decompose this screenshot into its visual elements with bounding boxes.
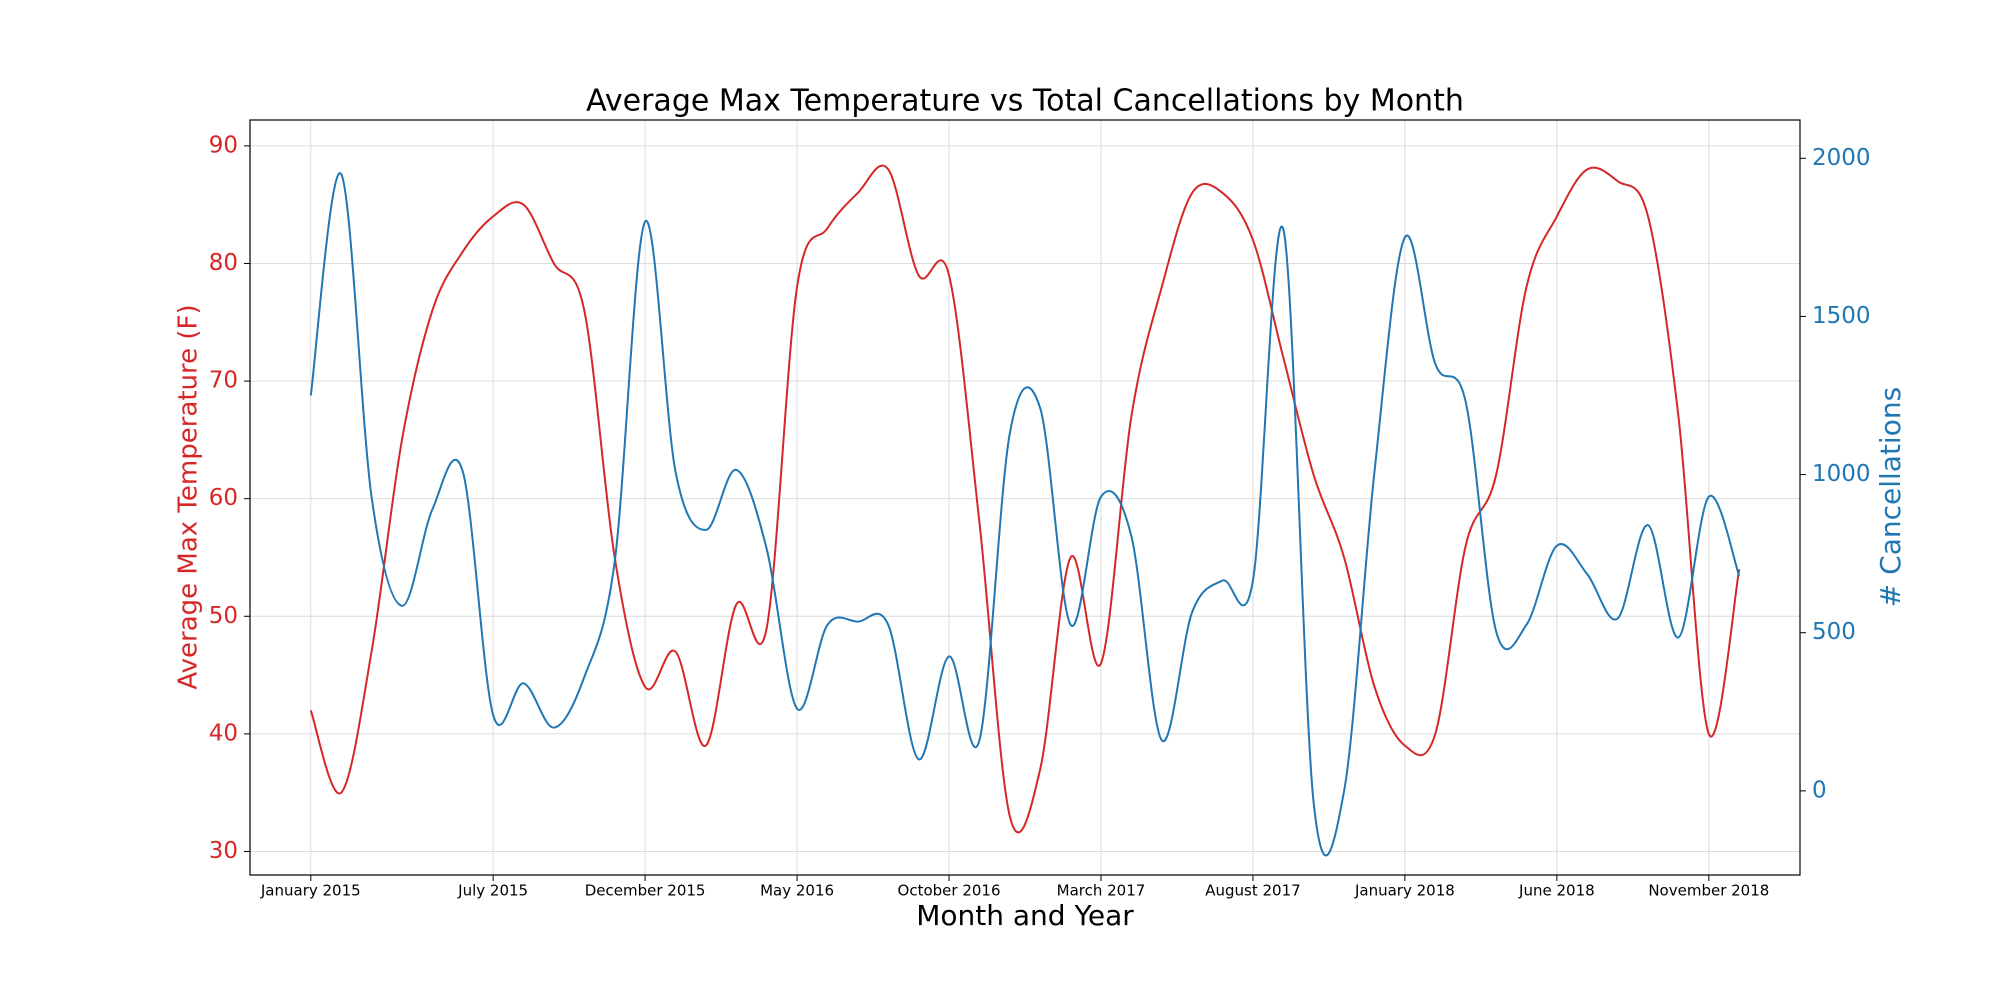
y2-tick-label: 500 xyxy=(1812,619,1856,645)
y-tick-label: 30 xyxy=(209,838,238,864)
plot-frame xyxy=(249,119,1801,876)
line-series xyxy=(309,164,1741,834)
y2-tick-label: 2000 xyxy=(1812,145,1871,171)
y-tick-label: 90 xyxy=(209,132,238,158)
x-axis-label: Month and Year xyxy=(916,899,1134,932)
x-tick-label: July 2015 xyxy=(457,882,528,900)
x-tick-label: January 2018 xyxy=(1354,882,1455,900)
y-tick-label: 60 xyxy=(209,485,238,511)
x-tick-label: March 2017 xyxy=(1057,882,1146,900)
x-tick-label: May 2016 xyxy=(760,882,834,900)
y-tick-label: 40 xyxy=(209,720,238,746)
y-tick-label: 70 xyxy=(209,368,238,394)
x-tick-label: June 2018 xyxy=(1518,882,1595,900)
chart-title: Average Max Temperature vs Total Cancell… xyxy=(586,84,1464,119)
y-axis-label: Average Max Temperature (F) xyxy=(174,304,204,689)
y-tick-label: 50 xyxy=(209,603,238,629)
x-tick-label: December 2015 xyxy=(585,882,706,900)
y-tick-label: 80 xyxy=(209,250,238,276)
y2-tick-label: 0 xyxy=(1812,777,1827,803)
x-tick-label: October 2016 xyxy=(898,882,1001,900)
line-series xyxy=(309,172,1741,857)
x-tick-label: November 2018 xyxy=(1648,882,1769,900)
y2-tick-label: 1000 xyxy=(1812,461,1871,487)
y2-tick-label: 1500 xyxy=(1812,303,1871,329)
y2-axis-label: # Cancellations xyxy=(1874,387,1907,607)
x-tick-label: August 2017 xyxy=(1205,882,1300,900)
x-tick-label: January 2015 xyxy=(260,882,361,900)
